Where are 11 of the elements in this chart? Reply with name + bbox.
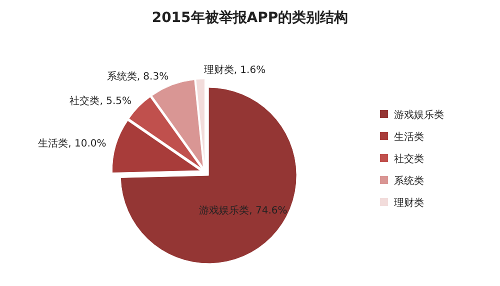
legend-label: 社交类 <box>394 153 424 165</box>
chart-title: 2015年被举报APP的类别结构 <box>152 9 348 26</box>
legend-label: 生活类 <box>394 131 424 143</box>
data-label: 游戏娱乐类, 74.6% <box>199 204 288 216</box>
legend-label: 系统类 <box>394 175 424 187</box>
data-label: 系统类, 8.3% <box>106 70 169 83</box>
legend-label: 游戏娱乐类 <box>394 109 444 121</box>
data-label: 理财类, 1.6% <box>204 64 266 76</box>
data-label: 生活类, 10.0% <box>38 138 106 150</box>
legend-label: 理财类 <box>394 197 424 209</box>
data-label: 社交类, 5.5% <box>70 94 132 107</box>
